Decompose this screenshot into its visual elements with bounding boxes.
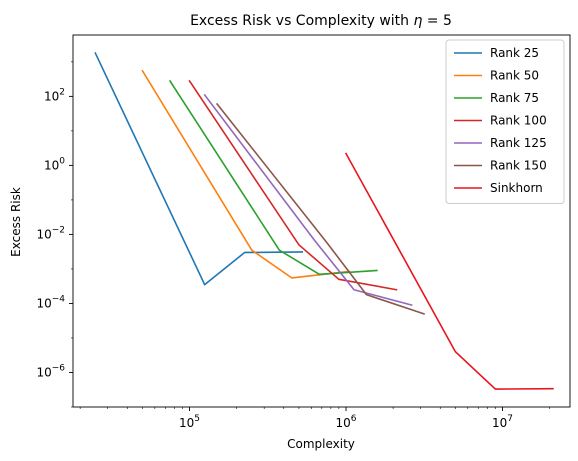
chart-title-value: = 5 — [422, 13, 452, 29]
legend-label-rank-150: Rank 150 — [490, 159, 547, 173]
x-tick-label: 107 — [492, 414, 513, 430]
y-tick-base: 10 — [36, 365, 51, 379]
y-tick-exponent: −6 — [52, 363, 66, 373]
series-line-rank-125 — [203, 93, 413, 307]
y-tick-exponent: 0 — [59, 156, 65, 166]
series-line-sinkhorn — [344, 152, 554, 390]
x-tick-exponent: 5 — [194, 414, 200, 424]
series-line-rank-25 — [94, 51, 304, 286]
x-tick-label: 105 — [179, 414, 200, 430]
legend-label-rank-125: Rank 125 — [490, 136, 547, 150]
legend-box — [445, 39, 565, 204]
x-tick-label: 106 — [336, 414, 357, 430]
y-tick-label: 10−2 — [36, 225, 65, 241]
x-tick-base: 10 — [492, 416, 507, 430]
x-axis-label: Complexity — [287, 437, 355, 451]
series-line-rank-75 — [168, 79, 378, 276]
legend-label-rank-50: Rank 50 — [490, 69, 539, 83]
chart-title: Excess Risk vs Complexity with η = 5 — [190, 13, 452, 29]
chart-title-symbol: η — [413, 13, 422, 29]
x-tick-exponent: 6 — [351, 414, 357, 424]
y-tick-base: 10 — [44, 89, 59, 103]
legend-label-rank-25: Rank 25 — [490, 46, 539, 60]
y-tick-base: 10 — [36, 227, 51, 241]
y-tick-exponent: 2 — [59, 87, 65, 97]
y-tick-label: 100 — [44, 156, 65, 172]
y-tick-label: 10−4 — [36, 294, 65, 310]
y-tick-exponent: −4 — [52, 294, 66, 304]
y-tick-base: 10 — [44, 158, 59, 172]
x-tick-base: 10 — [336, 416, 351, 430]
legend-label-rank-100: Rank 100 — [490, 114, 547, 128]
legend-label-sinkhorn: Sinkhorn — [490, 181, 543, 195]
legend-label-rank-75: Rank 75 — [490, 91, 539, 105]
y-tick-exponent: −2 — [52, 225, 65, 235]
x-tick-exponent: 7 — [507, 414, 513, 424]
y-axis-label: Excess Risk — [9, 187, 23, 257]
x-tick-base: 10 — [179, 416, 194, 430]
legend: Rank 25 Rank 50 Rank 75 Rank 100 Rank 125 Ran… — [445, 39, 565, 204]
series-line-rank-100 — [188, 79, 398, 291]
y-tick-base: 10 — [36, 296, 51, 310]
y-tick-label: 10−6 — [36, 363, 65, 379]
plot-lines — [94, 51, 554, 390]
y-tick-label: 102 — [44, 87, 65, 103]
series-line-rank-150 — [215, 102, 426, 315]
chart-title-text: Excess Risk vs Complexity with — [190, 13, 413, 29]
